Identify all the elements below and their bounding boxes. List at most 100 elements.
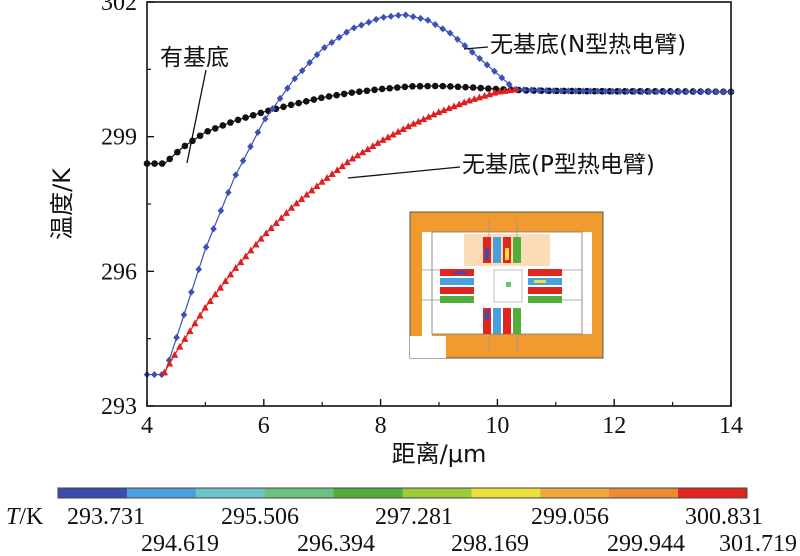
data-point — [399, 125, 407, 132]
data-point — [705, 88, 713, 96]
data-point — [528, 86, 535, 94]
x-tick-label: 12 — [602, 413, 626, 439]
data-point — [550, 87, 557, 95]
data-point — [343, 28, 350, 36]
data-point — [216, 283, 224, 291]
data-point — [358, 21, 365, 29]
data-point — [468, 48, 476, 56]
data-point — [477, 84, 485, 92]
data-point — [565, 87, 572, 95]
data-point — [638, 87, 646, 96]
data-point — [631, 87, 639, 96]
data-point — [380, 13, 387, 21]
data-point — [232, 264, 240, 271]
colorbar-tick-label-top: 300.831 — [685, 504, 763, 530]
data-point — [483, 61, 491, 69]
data-point — [419, 115, 428, 123]
data-point — [257, 234, 265, 242]
data-point — [211, 290, 219, 298]
data-point — [404, 122, 412, 130]
data-point — [343, 158, 351, 166]
data-point — [401, 83, 409, 91]
data-point — [698, 88, 705, 96]
data-point — [201, 303, 209, 311]
data-point — [247, 246, 255, 254]
data-point — [446, 29, 454, 37]
data-point — [496, 87, 504, 95]
data-point — [646, 88, 653, 96]
data-point — [261, 115, 269, 123]
data-point — [328, 38, 336, 47]
data-point — [333, 91, 340, 99]
colorbar-segment — [678, 488, 748, 498]
data-point — [378, 85, 386, 93]
data-point — [291, 74, 299, 83]
data-point — [242, 114, 249, 121]
data-point — [476, 54, 483, 63]
data-point — [455, 100, 463, 108]
data-point — [460, 98, 468, 106]
data-point — [409, 120, 417, 127]
colorbar-segment — [471, 488, 541, 498]
y-tick-label: 293 — [101, 394, 137, 420]
data-point — [409, 83, 416, 90]
data-point — [353, 151, 362, 159]
data-point — [386, 84, 394, 92]
data-point — [364, 145, 372, 153]
data-point — [484, 85, 492, 92]
data-point — [191, 319, 199, 327]
colorbar-tick-label-bottom: 298.169 — [451, 531, 529, 556]
data-point — [491, 67, 498, 75]
data-point — [505, 80, 513, 89]
data-point — [280, 103, 287, 111]
data-point — [414, 117, 423, 125]
data-point — [675, 88, 683, 96]
data-point — [374, 139, 382, 146]
data-point — [221, 277, 230, 285]
data-point — [287, 203, 296, 211]
colorbar-tick-label-top: 295.506 — [221, 504, 299, 530]
data-point — [501, 87, 509, 94]
data-point — [424, 82, 431, 90]
data-point — [432, 20, 439, 29]
data-point — [176, 342, 184, 350]
data-point — [461, 42, 469, 50]
data-point — [310, 96, 318, 103]
data-point — [542, 86, 550, 95]
data-point — [308, 186, 316, 194]
data-point — [462, 83, 469, 91]
data-point — [219, 122, 227, 129]
data-point — [440, 106, 448, 114]
data-point — [282, 209, 290, 216]
data-point — [173, 333, 180, 342]
x-tick-label: 6 — [258, 413, 270, 439]
data-point — [227, 119, 234, 126]
colorbar-border — [57, 487, 748, 499]
data-point — [690, 88, 698, 96]
data-point — [572, 87, 580, 95]
data-point — [535, 86, 543, 94]
data-point — [668, 88, 676, 96]
data-point — [237, 258, 245, 266]
data-point — [302, 97, 310, 105]
data-point — [217, 207, 225, 215]
data-point — [196, 311, 204, 319]
data-point — [372, 15, 380, 24]
data-point — [151, 160, 158, 167]
data-point — [720, 88, 727, 96]
data-point — [384, 133, 392, 141]
colorbar-tick-labels: 293.731 295.506 297.281 299.056 300.831 294.6… — [67, 504, 797, 556]
data-point — [287, 101, 295, 109]
data-point — [318, 177, 326, 185]
colorbar-tick-label-top: 293.731 — [67, 504, 145, 530]
data-point — [225, 188, 232, 197]
annotation-p-type: 无基底(P型热电臂) — [462, 152, 655, 178]
x-tick-label: 10 — [485, 413, 509, 439]
data-marks — [143, 11, 735, 379]
data-point — [232, 171, 240, 179]
colorbar — [57, 487, 748, 499]
data-point — [247, 142, 254, 151]
annotation-with-substrate: 有基底 — [160, 45, 229, 71]
data-point — [557, 87, 565, 95]
data-point — [609, 87, 617, 95]
